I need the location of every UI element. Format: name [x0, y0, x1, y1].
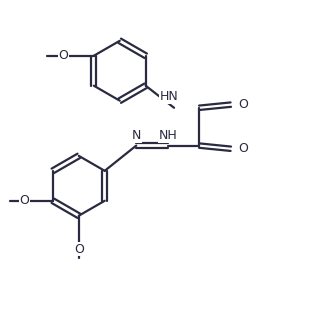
Text: O: O [19, 194, 29, 207]
Text: O: O [239, 98, 249, 111]
Text: NH: NH [158, 129, 177, 142]
Text: O: O [74, 243, 84, 256]
Text: O: O [239, 142, 249, 155]
Text: O: O [59, 49, 69, 62]
Text: N: N [132, 129, 141, 142]
Text: HN: HN [160, 90, 179, 103]
